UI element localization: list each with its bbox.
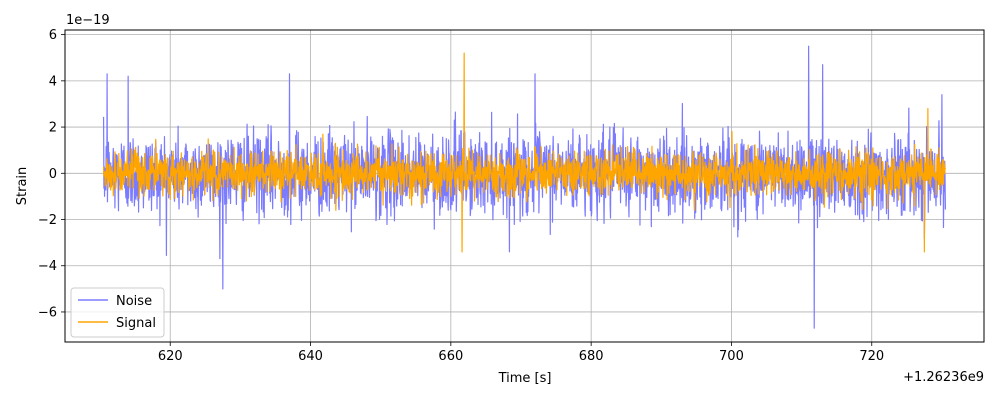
y-tick-label: 2 <box>49 121 57 136</box>
y-axis-label: Strain <box>15 167 30 206</box>
x-axis-label: Time [s] <box>498 371 552 386</box>
x-tick-label: 700 <box>719 349 744 364</box>
series-line-signal <box>102 52 946 253</box>
y-tick-label: 6 <box>49 28 57 43</box>
tick-layer: 620 640 660 680 700 720 −6 −4 −2 0 2 4 6 <box>38 28 884 364</box>
x-tick-label: 640 <box>298 349 323 364</box>
y-tick-label: −6 <box>38 305 57 320</box>
y-scale-label: 1e−19 <box>66 13 110 28</box>
legend: Noise Signal <box>70 287 165 338</box>
plot-frame <box>64 29 985 343</box>
y-tick-label: −2 <box>38 213 57 228</box>
x-offset-label: +1.26236e9 <box>903 370 984 385</box>
legend-label-signal: Signal <box>116 316 156 331</box>
x-tick-label: 660 <box>438 349 463 364</box>
y-tick-label: −4 <box>38 259 57 274</box>
y-tick-label: 0 <box>49 167 57 182</box>
y-tick-label: 4 <box>49 74 57 89</box>
x-tick-label: 680 <box>579 349 604 364</box>
x-tick-label: 620 <box>158 349 183 364</box>
x-tick-label: 720 <box>859 349 884 364</box>
series-layer <box>102 45 947 329</box>
legend-label-noise: Noise <box>116 294 152 309</box>
